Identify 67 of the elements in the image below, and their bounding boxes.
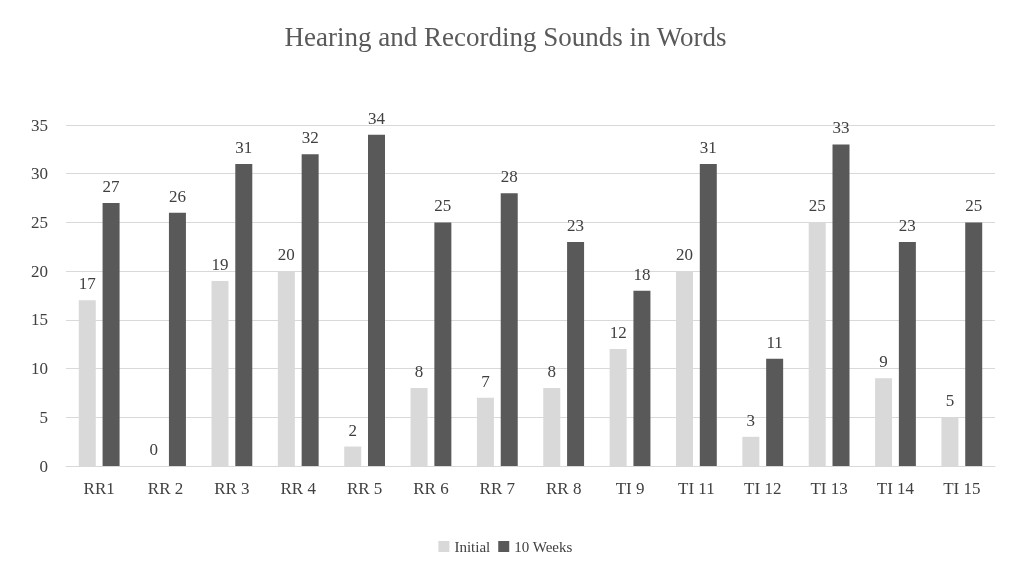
bar [235,163,253,466]
y-tick-label: 35 [31,115,48,135]
data-label: 8 [547,362,557,382]
data-label: 28 [500,167,518,187]
data-label: 25 [965,196,983,216]
data-label: 33 [832,118,850,138]
data-label: 11 [766,332,783,352]
bar [500,193,518,466]
bar [766,358,784,466]
x-tick-label: RR1 [83,479,115,498]
data-label: 19 [211,254,229,274]
bar [699,163,717,466]
y-tick-label: 20 [31,261,48,281]
data-label: 31 [235,137,253,157]
legend-label: Initial [454,538,491,555]
data-label: 17 [78,274,97,294]
data-label: 5 [945,391,955,411]
data-label: 25 [434,196,452,216]
x-tick-label: TI 12 [744,479,782,498]
data-label: 9 [879,352,888,372]
data-label: 23 [567,215,585,235]
data-label: 27 [102,176,121,196]
x-tick-label: TI 14 [876,479,915,498]
x-tick-label: TI 13 [810,479,848,498]
bar [102,202,120,466]
data-label: 31 [699,137,717,157]
x-tick-label: RR 4 [280,479,317,498]
y-tick-label: 0 [39,456,48,476]
data-label: 26 [168,186,186,206]
data-label: 3 [746,410,756,430]
bar [368,134,386,466]
data-label: 34 [368,108,386,128]
data-label: 8 [414,362,424,382]
y-tick-label: 10 [31,359,48,379]
y-tick-label: 5 [39,407,48,427]
bar [898,241,916,466]
data-label: 7 [481,371,491,391]
y-tick-label: 15 [31,310,48,330]
bar [633,290,651,466]
bar [832,144,850,466]
data-label: 0 [149,440,158,459]
data-label: 23 [898,215,916,235]
bar [965,222,983,466]
data-label: 20 [277,245,295,265]
bar [434,222,452,466]
x-tick-label: RR 5 [346,479,383,498]
data-label: 12 [609,323,627,343]
x-tick-label: TI 11 [678,479,715,498]
legend-label: 10 Weeks [514,538,573,555]
x-tick-label: TI 9 [615,479,645,498]
data-label: 2 [348,420,357,440]
x-tick-label: RR 2 [147,479,184,498]
x-tick-label: RR 8 [545,479,582,498]
y-tick-label: 25 [31,212,48,232]
x-tick-label: TI 15 [943,479,981,498]
data-label: 20 [675,245,693,265]
x-tick-label: RR 7 [479,479,516,498]
data-label: 25 [808,196,826,216]
data-label: 18 [633,264,651,284]
y-tick-label: 30 [31,164,48,184]
data-label: 32 [301,128,319,148]
bar [301,154,319,466]
x-tick-label: RR 6 [413,479,449,498]
bar [567,241,585,466]
bar [168,212,186,466]
x-tick-label: RR 3 [214,479,250,498]
chart-title: Hearing and Recording Sounds in Words [284,21,727,52]
